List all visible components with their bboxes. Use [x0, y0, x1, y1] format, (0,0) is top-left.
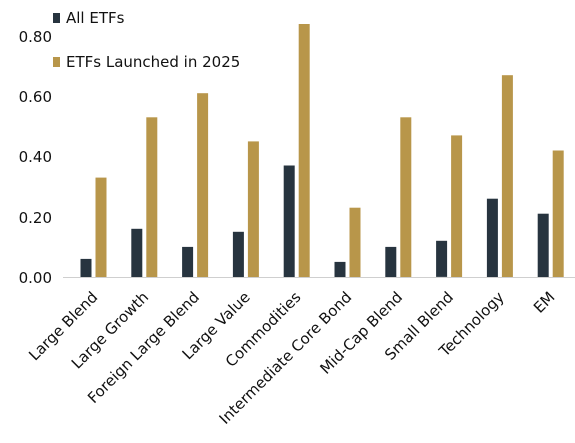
- bar-etfs-launched-in-2025-large-value: [247, 141, 259, 277]
- y-tick-label: 0.00: [19, 269, 52, 287]
- bar-all-etfs-large-growth: [131, 228, 143, 277]
- bars: [80, 24, 564, 277]
- legend: All ETFs ETFs Launched in 2025: [53, 9, 240, 71]
- bar-all-etfs-mid-cap-blend: [385, 246, 397, 277]
- bar-etfs-launched-in-2025-em: [552, 150, 564, 277]
- y-tick-label: 0.60: [19, 88, 52, 106]
- bar-all-etfs-technology: [486, 198, 498, 277]
- legend-swatch-etfs-launched-2025: [53, 57, 60, 67]
- legend-label-etfs-launched-2025: ETFs Launched in 2025: [66, 53, 240, 71]
- bar-etfs-launched-in-2025-commodities: [298, 24, 310, 277]
- bar-etfs-launched-in-2025-large-blend: [95, 177, 107, 277]
- x-tick-label-em: EM: [530, 288, 559, 317]
- bar-all-etfs-commodities: [283, 165, 295, 277]
- bar-all-etfs-intermediate-core-bond: [334, 261, 346, 277]
- bar-etfs-launched-in-2025-large-growth: [146, 117, 158, 277]
- bar-etfs-launched-in-2025-technology: [501, 75, 513, 277]
- bar-all-etfs-large-blend: [80, 258, 92, 277]
- bar-all-etfs-small-blend: [436, 240, 448, 277]
- bar-all-etfs-em: [537, 213, 549, 277]
- y-axis: 0.00 0.20 0.40 0.60 0.80: [19, 28, 52, 287]
- bar-etfs-launched-in-2025-intermediate-core-bond: [349, 207, 361, 277]
- y-tick-label: 0.20: [19, 209, 52, 227]
- bar-all-etfs-foreign-large-blend: [182, 246, 194, 277]
- bar-etfs-launched-in-2025-foreign-large-blend: [197, 93, 209, 277]
- y-tick-label: 0.80: [19, 28, 52, 46]
- bar-all-etfs-large-value: [232, 231, 244, 277]
- legend-swatch-all-etfs: [53, 13, 60, 23]
- bar-etfs-launched-in-2025-mid-cap-blend: [400, 117, 412, 277]
- y-tick-label: 0.40: [19, 148, 52, 166]
- legend-label-all-etfs: All ETFs: [66, 9, 125, 27]
- bar-etfs-launched-in-2025-small-blend: [451, 135, 463, 277]
